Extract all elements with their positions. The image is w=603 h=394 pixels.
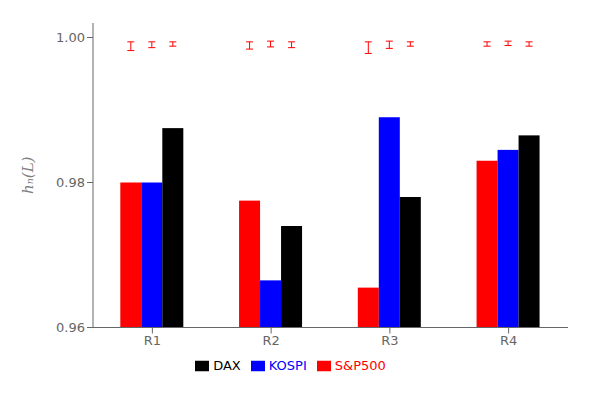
html-text:S&P500: S&P500 [334, 357, 386, 373]
svg-text:1.00: 1.00 [56, 30, 85, 45]
svg-text:R3: R3 [381, 333, 398, 348]
svg-text:0.96: 0.96 [56, 320, 85, 335]
html-text:KOSPI: KOSPI [268, 357, 307, 373]
svg-text:hₙ(L): hₙ(L) [19, 156, 37, 194]
svg-text:0.98: 0.98 [56, 175, 85, 190]
svg-text:R1: R1 [144, 333, 161, 348]
html-text:DAX: DAX [213, 357, 241, 373]
svg-text:R2: R2 [262, 333, 279, 348]
svg-text:R4: R4 [500, 333, 517, 348]
